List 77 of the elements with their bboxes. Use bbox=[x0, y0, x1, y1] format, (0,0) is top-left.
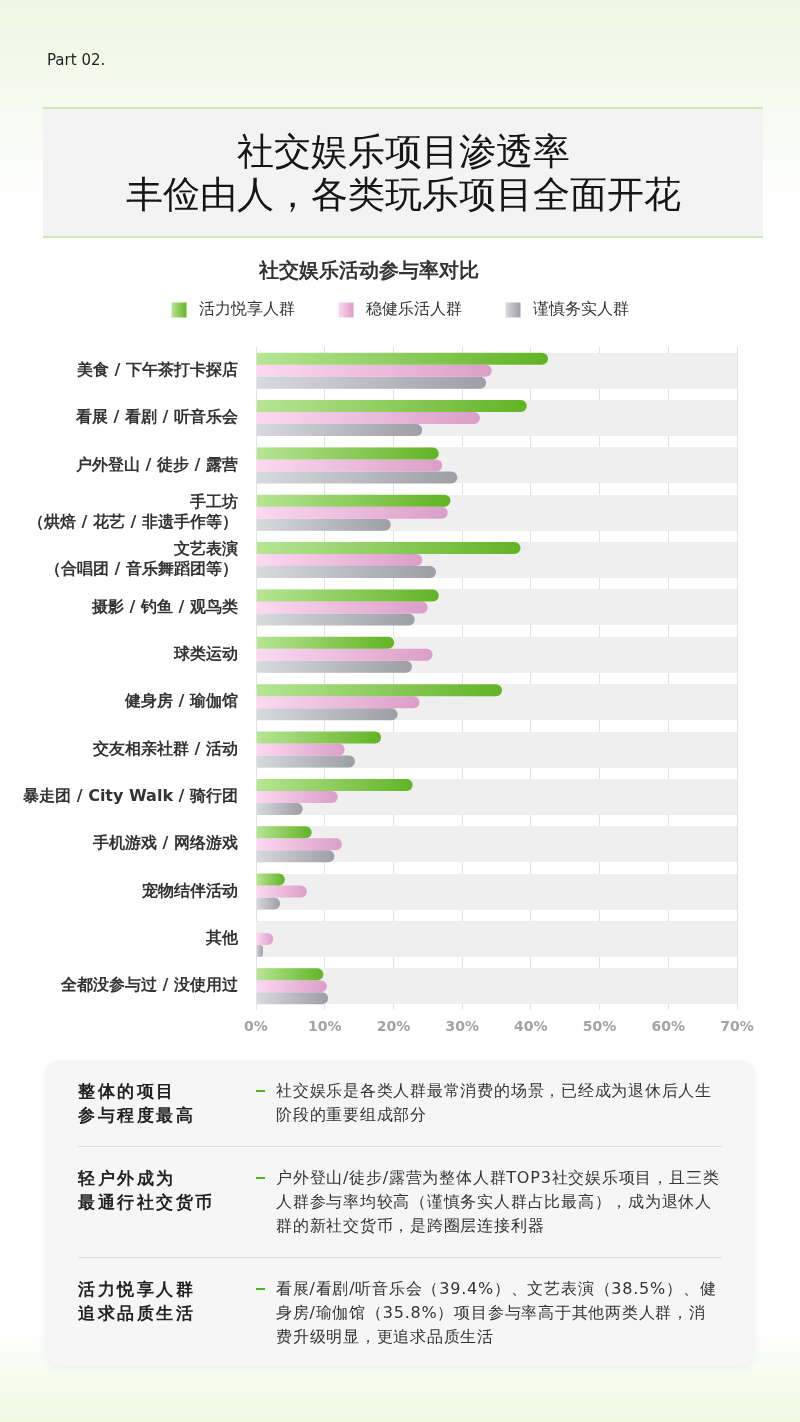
bar bbox=[256, 897, 281, 910]
x-tick-label: 10% bbox=[307, 1018, 342, 1035]
bar bbox=[256, 518, 391, 531]
text: 最通行社交货币 bbox=[78, 1191, 216, 1214]
bar bbox=[256, 660, 412, 673]
x-tick-label: 30% bbox=[445, 1018, 479, 1035]
y-tick-label: 看展 / 看剧 / 听音乐会 bbox=[75, 407, 239, 427]
bar bbox=[256, 566, 437, 579]
bar bbox=[256, 850, 335, 863]
bar bbox=[256, 447, 439, 460]
bar bbox=[256, 731, 382, 744]
x-tick-label: 70% bbox=[720, 1018, 754, 1035]
bar bbox=[256, 885, 307, 898]
bar bbox=[256, 708, 398, 721]
x-tick-label: 40% bbox=[514, 1018, 548, 1035]
bar bbox=[256, 376, 487, 389]
bar bbox=[256, 554, 423, 567]
bar bbox=[256, 352, 549, 365]
text: 户外登山/徒步/露营为整体人群TOP3社交娱乐项目，且三类人群参与率均较高（谨慎务实人群占比最高），成为退休人群的新社交货币，是跨圈层连接利器 bbox=[276, 1167, 721, 1237]
text: 轻户外成为 bbox=[78, 1167, 177, 1190]
bar bbox=[256, 684, 502, 697]
bar bbox=[256, 696, 420, 709]
bar bbox=[256, 364, 492, 377]
text: Part 02. bbox=[47, 50, 106, 70]
y-tick-label: 文艺表演（合唱团 / 音乐舞蹈团等） bbox=[45, 539, 238, 579]
text: 整体的项目 bbox=[78, 1080, 177, 1103]
bar bbox=[256, 471, 458, 484]
x-tick-label: 20% bbox=[376, 1018, 411, 1035]
bar bbox=[256, 494, 451, 507]
y-tick-label: 暴走团 / City Walk / 骑行团 bbox=[22, 786, 238, 806]
text: 参与程度最高 bbox=[78, 1104, 196, 1127]
legend-label: 稳健乐活人群 bbox=[365, 299, 462, 319]
y-tick-label: 交友相亲社群 / 活动 bbox=[92, 738, 238, 758]
bar bbox=[256, 601, 428, 614]
legend-label: 活力悦享人群 bbox=[198, 299, 295, 319]
text: 活力悦享人群 bbox=[78, 1278, 196, 1301]
y-tick-label: 户外登山 / 徒步 / 露营 bbox=[75, 454, 238, 474]
y-tick-label: 健身房 / 瑜伽馆 bbox=[124, 691, 238, 711]
legend-label: 谨慎务实人群 bbox=[532, 299, 629, 319]
bar bbox=[256, 613, 415, 626]
bar bbox=[256, 589, 439, 602]
bar bbox=[256, 542, 521, 555]
bar bbox=[256, 778, 413, 791]
bar bbox=[256, 873, 285, 886]
bar bbox=[256, 992, 329, 1005]
x-tick-label: 50% bbox=[582, 1018, 617, 1035]
bar bbox=[256, 412, 481, 425]
y-tick-label: 手工坊（烘焙 / 花艺 / 非遗手作等） bbox=[28, 491, 238, 531]
bar bbox=[256, 755, 355, 768]
bar bbox=[256, 980, 327, 993]
bar bbox=[256, 743, 345, 756]
chart-subtitle: 丰俭由人，各类玩乐项目全面开花 bbox=[124, 173, 682, 216]
text: 社交娱乐活动参与率对比 bbox=[257, 258, 479, 283]
bar bbox=[256, 506, 448, 519]
bar bbox=[256, 636, 395, 649]
bar bbox=[256, 400, 527, 413]
x-tick-label: 60% bbox=[651, 1018, 686, 1035]
y-tick-label: 美食 / 下午茶打卡探店 bbox=[76, 359, 238, 379]
bar bbox=[256, 802, 303, 815]
bar bbox=[256, 790, 338, 803]
chart-title: 社交娱乐项目渗透率 bbox=[235, 130, 571, 173]
text: 社交娱乐是各类人群最常消费的场景，已经成为退休后人生阶段的重要组成部分 bbox=[276, 1080, 714, 1126]
bar bbox=[256, 968, 324, 981]
text: 看展/看剧/听音乐会（39.4%）、文艺表演（38.5%）、健身房/瑜伽馆（35.8%）项目参与率高于其他两类人群，消费升级明显，更追求品质生活 bbox=[276, 1278, 718, 1348]
y-tick-label: 其他 bbox=[205, 928, 239, 948]
y-tick-label: 手机游戏 / 网络游戏 bbox=[92, 833, 238, 853]
bar bbox=[256, 838, 342, 851]
y-tick-label: 摄影 / 钓鱼 / 观鸟类 bbox=[91, 596, 238, 616]
y-tick-label: 球类运动 bbox=[173, 643, 238, 663]
bar bbox=[256, 424, 423, 437]
y-tick-label: 宠物结伴活动 bbox=[141, 880, 238, 900]
y-tick-label: 全都没参与过 / 没使用过 bbox=[60, 975, 239, 995]
bar bbox=[256, 459, 443, 472]
bar bbox=[256, 826, 312, 839]
text: 追求品质生活 bbox=[78, 1302, 196, 1325]
x-tick-label: 0% bbox=[244, 1018, 268, 1035]
bar bbox=[256, 648, 433, 661]
